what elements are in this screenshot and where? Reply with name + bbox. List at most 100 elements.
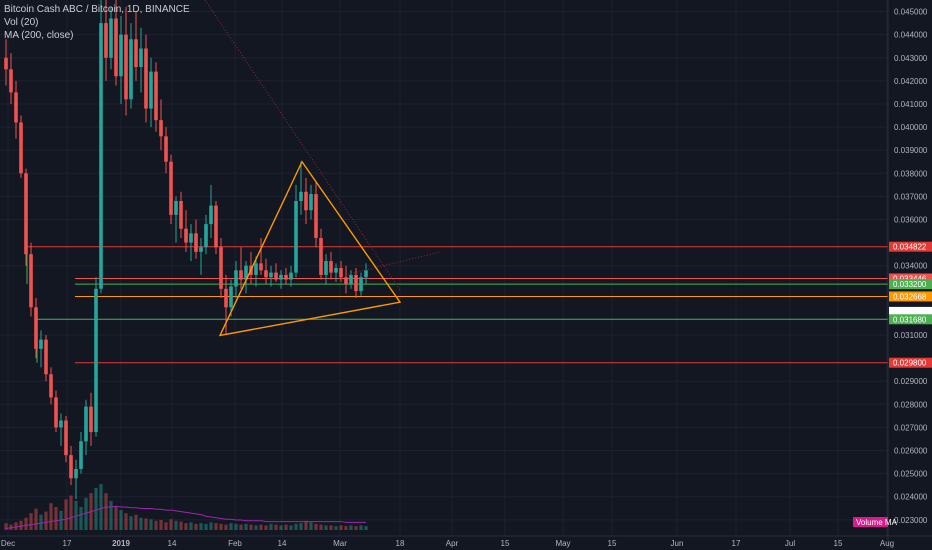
price-axis[interactable]: 0.045000 0.044000 0.043000 0.042000 0.041000… xyxy=(887,0,928,550)
candle-body xyxy=(64,420,68,456)
volume-bar xyxy=(84,497,88,530)
volume-bar xyxy=(129,516,133,530)
volume-bar xyxy=(239,524,243,530)
ma-indicator-label: MA (200, close) xyxy=(4,30,74,41)
time-tick-label: May xyxy=(555,539,570,548)
candle-body xyxy=(199,247,203,252)
price-tick-label: 0.034000 xyxy=(894,262,928,271)
candle-body xyxy=(179,201,183,229)
volume-bar xyxy=(214,523,218,530)
price-tick-label: 0.045000 xyxy=(894,8,928,17)
time-tick-label: 18 xyxy=(396,539,405,548)
volume-bar xyxy=(144,518,148,530)
candle-body xyxy=(264,270,268,278)
candle-body xyxy=(89,406,93,433)
candle-body xyxy=(184,228,188,243)
volume-bar xyxy=(4,523,8,530)
candle-body xyxy=(254,263,258,275)
price-tag-background xyxy=(889,279,932,290)
candle-body xyxy=(334,268,338,273)
candle-body xyxy=(174,201,178,215)
candle-body xyxy=(169,161,173,215)
chart-legend: Bitcoin Cash ABC / Bitcoin, 1D, BINANCE … xyxy=(4,3,190,42)
candle-body xyxy=(304,191,308,211)
symmetrical-triangle-pattern xyxy=(218,160,402,337)
price-tag-background xyxy=(889,306,932,317)
candle-body xyxy=(74,469,78,479)
volume-bar xyxy=(264,525,268,530)
time-tick-label: Mar xyxy=(333,539,347,548)
candle-body xyxy=(99,23,103,289)
price-tag-label: 0.033446 xyxy=(893,274,927,283)
price-tick-label: 0.040000 xyxy=(894,123,928,132)
volume-bar xyxy=(44,511,48,530)
volume-bar xyxy=(224,524,228,530)
volume-ma-badge xyxy=(853,517,888,527)
volume-bar xyxy=(244,523,248,530)
volume-bar xyxy=(104,493,108,530)
volume-bar xyxy=(304,520,308,530)
volume-bar xyxy=(64,499,68,530)
grid-lines xyxy=(0,0,888,536)
volume-bar xyxy=(274,524,278,530)
price-tick-label: 0.042000 xyxy=(894,77,928,86)
candle-body xyxy=(84,406,88,442)
candle-body xyxy=(4,57,8,70)
candle-body xyxy=(114,18,118,77)
price-tag-label: 0.031680 xyxy=(893,315,927,324)
chart-title: Bitcoin Cash ABC / Bitcoin, 1D, BINANCE xyxy=(4,4,190,15)
candlestick-series xyxy=(4,0,368,500)
price-tick-label: 0.024000 xyxy=(894,493,928,502)
candle-body xyxy=(54,397,58,428)
candle-body xyxy=(154,71,158,121)
candle-body xyxy=(269,272,273,278)
candle-body xyxy=(359,277,363,292)
horizontal-levels xyxy=(26,246,888,364)
time-tick-label: 17 xyxy=(63,539,72,548)
time-tick-label: 14 xyxy=(168,539,177,548)
candle-body xyxy=(289,272,293,280)
candle-body xyxy=(139,48,143,67)
candle-body xyxy=(299,191,303,201)
candle-body xyxy=(94,288,98,433)
candle-body xyxy=(149,71,153,109)
time-tick-label: Feb xyxy=(228,539,242,548)
volume-bar xyxy=(169,519,173,530)
volume-bar xyxy=(299,523,303,530)
candle-body xyxy=(104,23,108,58)
candle-body xyxy=(279,274,283,280)
volume-bar xyxy=(19,520,23,530)
trend-line-diagonal xyxy=(344,251,441,276)
volume-bar xyxy=(249,524,253,530)
price-tick-label: 0.029000 xyxy=(894,377,928,386)
candle-body xyxy=(219,247,223,289)
volume-bar xyxy=(179,521,183,530)
candle-body xyxy=(324,261,328,275)
volume-ma-line xyxy=(5,505,366,529)
volume-bar xyxy=(349,525,353,530)
time-tick-label: 15 xyxy=(834,539,843,548)
volume-bar xyxy=(184,523,188,530)
volume-bar xyxy=(354,526,358,530)
price-tick-label: 0.043000 xyxy=(894,54,928,63)
price-tag-background xyxy=(889,314,932,325)
volume-bar xyxy=(24,517,28,530)
candle-body xyxy=(129,39,133,100)
time-tick-label: Jul xyxy=(785,539,795,548)
volume-bar xyxy=(259,524,263,530)
time-axis[interactable]: Dec 17 2019 14 Feb 14 Mar 18 Apr 15 May 15 Jun 17 Jul 1… xyxy=(0,535,932,548)
candle-body xyxy=(134,39,138,67)
volume-bar xyxy=(194,523,198,530)
trend-drawings xyxy=(204,0,441,337)
candle-body xyxy=(194,233,198,252)
price-tag-background xyxy=(889,291,932,302)
volume-bar xyxy=(209,522,213,530)
price-tag-label: 0.034822 xyxy=(893,243,927,252)
volume-bar xyxy=(54,507,58,530)
candle-body xyxy=(34,307,38,349)
volume-bar xyxy=(174,520,178,530)
volume-indicator-label: Vol (20) xyxy=(4,17,39,28)
volume-bar xyxy=(94,487,98,530)
candle-body xyxy=(344,277,348,285)
